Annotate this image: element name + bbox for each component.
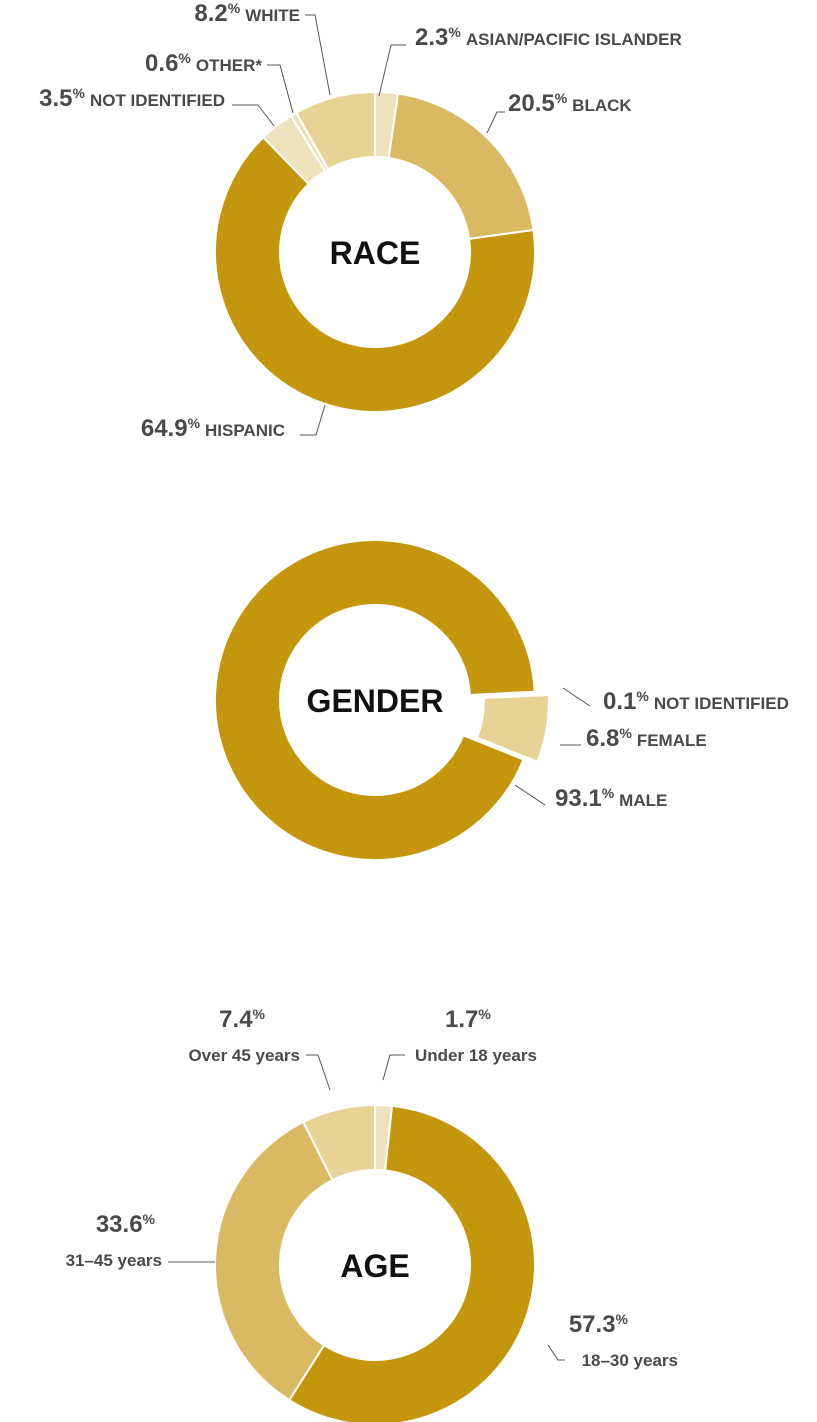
value-label: 3.5 xyxy=(39,85,72,112)
leader-line xyxy=(300,404,326,436)
unit-label: % xyxy=(448,24,461,40)
leader-line xyxy=(547,1344,565,1361)
leader-line xyxy=(267,64,294,114)
data-label: 93.1% MALE xyxy=(555,785,667,812)
data-label: 7.4% xyxy=(219,1006,265,1033)
category-label: HISPANIC xyxy=(205,421,285,440)
unit-label: % xyxy=(228,0,241,16)
value-label: 6.8 xyxy=(586,725,619,752)
leader-line xyxy=(382,1054,405,1081)
data-label: 1.7% xyxy=(445,1006,491,1033)
data-label: 0.6% OTHER* xyxy=(145,50,262,77)
category-label: ASIAN/PACIFIC ISLANDER xyxy=(466,30,682,49)
leader-line xyxy=(232,104,275,127)
unit-label: % xyxy=(253,1006,266,1022)
leader-line xyxy=(514,784,546,806)
category-label: 18–30 years xyxy=(582,1351,678,1370)
unit-label: % xyxy=(478,1006,491,1022)
value-label: 1.7 xyxy=(445,1006,478,1033)
unit-label: % xyxy=(619,725,632,741)
slice xyxy=(475,693,550,764)
value-label: 8.2 xyxy=(194,0,227,27)
unit-label: % xyxy=(143,1211,156,1227)
category-label: MALE xyxy=(619,791,667,810)
data-label: 64.9% HISPANIC xyxy=(141,415,285,442)
slice xyxy=(214,136,536,413)
value-label: 7.4 xyxy=(219,1006,253,1033)
slice xyxy=(214,539,536,861)
chart-title: AGE xyxy=(340,1248,409,1284)
value-label: 64.9 xyxy=(141,415,188,442)
category-label: FEMALE xyxy=(637,731,707,750)
chart-title: GENDER xyxy=(307,683,444,719)
unit-label: % xyxy=(602,785,615,801)
data-label: 57.3% xyxy=(569,1311,629,1338)
value-label: 20.5 xyxy=(508,90,555,117)
category-label: BLACK xyxy=(572,96,632,115)
value-label: 2.3 xyxy=(415,24,448,51)
slice xyxy=(294,90,376,171)
leader-line xyxy=(306,1054,331,1091)
data-label: 0.1% NOT IDENTIFIED xyxy=(603,688,789,715)
slice xyxy=(214,1120,334,1402)
value-label: 33.6 xyxy=(96,1211,143,1238)
leader-line xyxy=(562,687,591,707)
slice xyxy=(301,1103,376,1182)
unit-label: % xyxy=(188,415,201,431)
data-label: 6.8% FEMALE xyxy=(586,725,707,752)
category-label: NOT IDENTIFIED xyxy=(90,91,225,110)
category-label: Under 18 years xyxy=(415,1046,537,1065)
value-label: 57.3 xyxy=(569,1311,616,1338)
slice xyxy=(287,1104,536,1422)
value-label: 93.1 xyxy=(555,785,602,812)
category-label: Over 45 years xyxy=(188,1046,300,1065)
unit-label: % xyxy=(178,50,191,66)
data-label: 8.2% WHITE xyxy=(194,0,300,27)
leader-line xyxy=(378,44,406,97)
value-label: 0.1 xyxy=(603,688,636,715)
unit-label: % xyxy=(636,688,649,704)
unit-label: % xyxy=(72,85,85,101)
value-label: 0.6 xyxy=(145,50,178,77)
category-label: 31–45 years xyxy=(66,1251,162,1270)
leader-line xyxy=(486,111,505,134)
data-label: 3.5% NOT IDENTIFIED xyxy=(39,85,225,112)
data-label: 20.5% BLACK xyxy=(508,90,632,117)
data-label: 2.3% ASIAN/PACIFIC ISLANDER xyxy=(415,24,682,51)
chart-title: RACE xyxy=(330,235,421,271)
unit-label: % xyxy=(555,90,568,106)
data-label: 33.6% xyxy=(96,1211,156,1238)
category-label: OTHER* xyxy=(196,56,263,75)
category-label: NOT IDENTIFIED xyxy=(654,694,789,713)
leader-line xyxy=(305,14,331,96)
category-label: WHITE xyxy=(245,6,300,25)
unit-label: % xyxy=(616,1311,629,1327)
